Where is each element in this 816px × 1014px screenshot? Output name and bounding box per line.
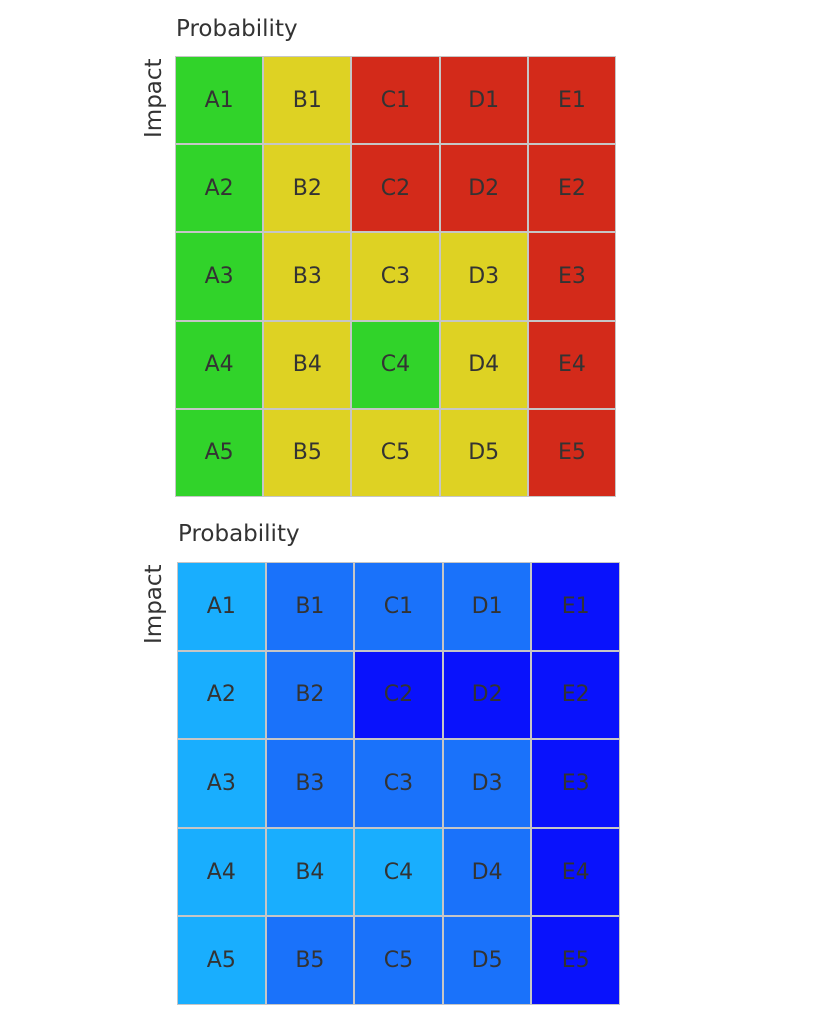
matrix-cell: B1 bbox=[266, 563, 354, 650]
y-axis-title: Impact bbox=[141, 58, 167, 138]
matrix-cell: C3 bbox=[355, 740, 442, 827]
matrix-cell: A1 bbox=[176, 57, 263, 144]
matrix-cell: A3 bbox=[178, 740, 265, 827]
matrix-cell: D2 bbox=[443, 651, 531, 739]
matrix-cell: B2 bbox=[264, 145, 351, 232]
matrix-cell: D5 bbox=[443, 917, 531, 1004]
matrix-cell: A4 bbox=[176, 321, 263, 408]
matrix-cell: E1 bbox=[532, 563, 619, 650]
matrix-cell: E5 bbox=[532, 917, 619, 1004]
matrix-cell: B4 bbox=[266, 828, 354, 916]
matrix-cell: E4 bbox=[532, 828, 619, 916]
matrix-cell: E5 bbox=[528, 409, 615, 496]
matrix-cell: B5 bbox=[266, 917, 354, 1004]
matrix-cell: E2 bbox=[528, 145, 615, 232]
matrix-cell: C4 bbox=[355, 828, 442, 916]
matrix-cell: B4 bbox=[264, 321, 351, 408]
matrix-cell: C2 bbox=[355, 651, 442, 739]
matrix-cell: B1 bbox=[264, 57, 351, 144]
matrix-cell: C2 bbox=[352, 145, 439, 232]
matrix-cell: E1 bbox=[528, 57, 615, 144]
matrix-cell: E3 bbox=[532, 740, 619, 827]
matrix-cell: E4 bbox=[528, 321, 615, 408]
matrix-cell: C5 bbox=[352, 409, 439, 496]
matrix-cell: A4 bbox=[178, 828, 265, 916]
x-axis-title: Probability bbox=[176, 16, 298, 42]
matrix-cell: D4 bbox=[440, 321, 527, 408]
matrix-cell: A2 bbox=[176, 145, 263, 232]
matrix-cell: B5 bbox=[264, 409, 351, 496]
matrix-cell: A5 bbox=[176, 409, 263, 496]
matrix-grid: A1 B1 C1 D1 E1 A2 B2 C2 D2 E2 A3 B3 C3 D3 E3 A4 B4 C4 D4 E4… bbox=[175, 56, 616, 497]
matrix-cell: A1 bbox=[178, 563, 265, 650]
matrix-cell: C4 bbox=[352, 321, 439, 408]
matrix-cell: A2 bbox=[178, 651, 265, 739]
matrix-cell: A3 bbox=[176, 233, 263, 320]
matrix-cell: D2 bbox=[440, 145, 527, 232]
matrix-cell: E3 bbox=[528, 233, 615, 320]
matrix-cell: D5 bbox=[440, 409, 527, 496]
matrix-cell: D3 bbox=[443, 740, 531, 827]
matrix-cell: E2 bbox=[532, 651, 619, 739]
matrix-cell: C5 bbox=[355, 917, 442, 1004]
matrix-cell: D3 bbox=[440, 233, 527, 320]
x-axis-title: Probability bbox=[178, 521, 300, 547]
matrix-cell: B3 bbox=[266, 740, 354, 827]
matrix-cell: B3 bbox=[264, 233, 351, 320]
matrix-cell: A5 bbox=[178, 917, 265, 1004]
matrix-cell: C1 bbox=[355, 563, 442, 650]
matrix-grid: A1 B1 C1 D1 E1 A2 B2 C2 D2 E2 A3 B3 C3 D3 E3 A4 B4 C4 D4 E4… bbox=[177, 562, 620, 1005]
matrix-cell: C3 bbox=[352, 233, 439, 320]
y-axis-title: Impact bbox=[141, 564, 167, 644]
matrix-cell: B2 bbox=[266, 651, 354, 739]
matrix-cell: D4 bbox=[443, 828, 531, 916]
matrix-cell: D1 bbox=[443, 563, 531, 650]
matrix-cell: D1 bbox=[440, 57, 527, 144]
matrix-cell: C1 bbox=[352, 57, 439, 144]
